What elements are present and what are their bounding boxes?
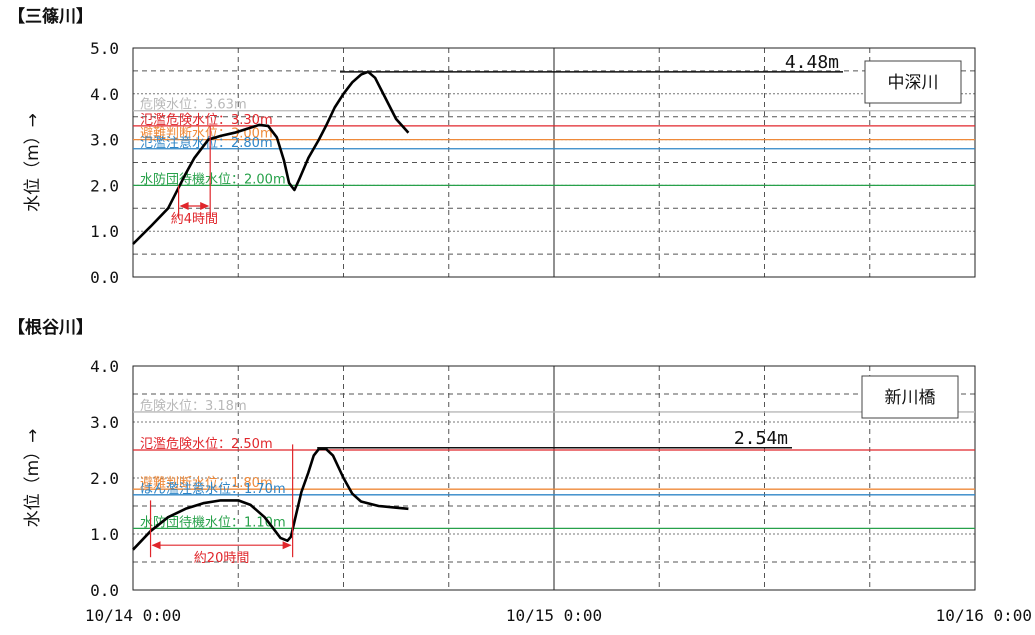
y-tick-label: 3.0 (90, 413, 119, 432)
duration-arrowhead-right (200, 202, 210, 211)
y-tick-label: 0.0 (90, 268, 119, 287)
warning-level-label: 危険水位：3.18m (140, 399, 247, 414)
y-tick-label: 5.0 (90, 39, 119, 58)
water-level-series-line (132, 447, 409, 551)
y-tick-label: 1.0 (90, 525, 119, 544)
station-label-box (864, 60, 962, 104)
y-tick-label: 0.0 (90, 581, 119, 600)
peak-value-label: 4.48m (785, 52, 839, 73)
warning-level-label: 避難判断水位：1.80m (140, 476, 273, 491)
y-tick-label: 1.0 (90, 222, 119, 241)
duration-arrowhead-left (151, 541, 161, 550)
peak-value-label: 2.54m (734, 428, 788, 449)
station-label-box (861, 375, 959, 419)
y-tick-label: 4.0 (90, 357, 119, 376)
panel-title: 【根谷川】 (8, 317, 93, 338)
duration-label: 約4時間 (171, 212, 218, 227)
warning-level-label: 氾濫危険水位：2.50m (140, 437, 273, 452)
x-tick-label: 10/15 0:00 (506, 606, 602, 625)
duration-arrowhead-left (179, 202, 189, 211)
warning-level-label: 水防団待機水位：1.10m (140, 514, 286, 530)
water-level-series-line (132, 70, 410, 245)
panel-title: 【三篠川】 (8, 6, 93, 27)
warning-level-label: 氾濫危険水位：3.30m (140, 113, 273, 128)
y-tick-label: 2.0 (90, 469, 119, 488)
warning-level-label: はん濫注意水位：1.70m (140, 481, 286, 497)
plot-border (132, 47, 976, 278)
plot-border (132, 365, 976, 591)
y-tick-label: 4.0 (90, 85, 119, 104)
y-axis-label: 水位（m）→ (23, 429, 43, 528)
warning-level-label: 水防団待機水位：2.00m (140, 171, 286, 187)
y-tick-label: 2.0 (90, 176, 119, 195)
x-tick-label: 10/16 0:00 (936, 606, 1032, 625)
duration-arrowhead-right (282, 541, 292, 550)
y-tick-label: 3.0 (90, 131, 119, 150)
warning-level-label: 危険水位：3.63m (140, 98, 247, 113)
station-label: 新川橋 (885, 388, 936, 408)
duration-label: 約20時間 (194, 551, 250, 566)
x-tick-label: 10/14 0:00 (85, 606, 181, 625)
station-label: 中深川 (888, 73, 939, 93)
y-axis-label: 水位（m）→ (23, 113, 43, 212)
